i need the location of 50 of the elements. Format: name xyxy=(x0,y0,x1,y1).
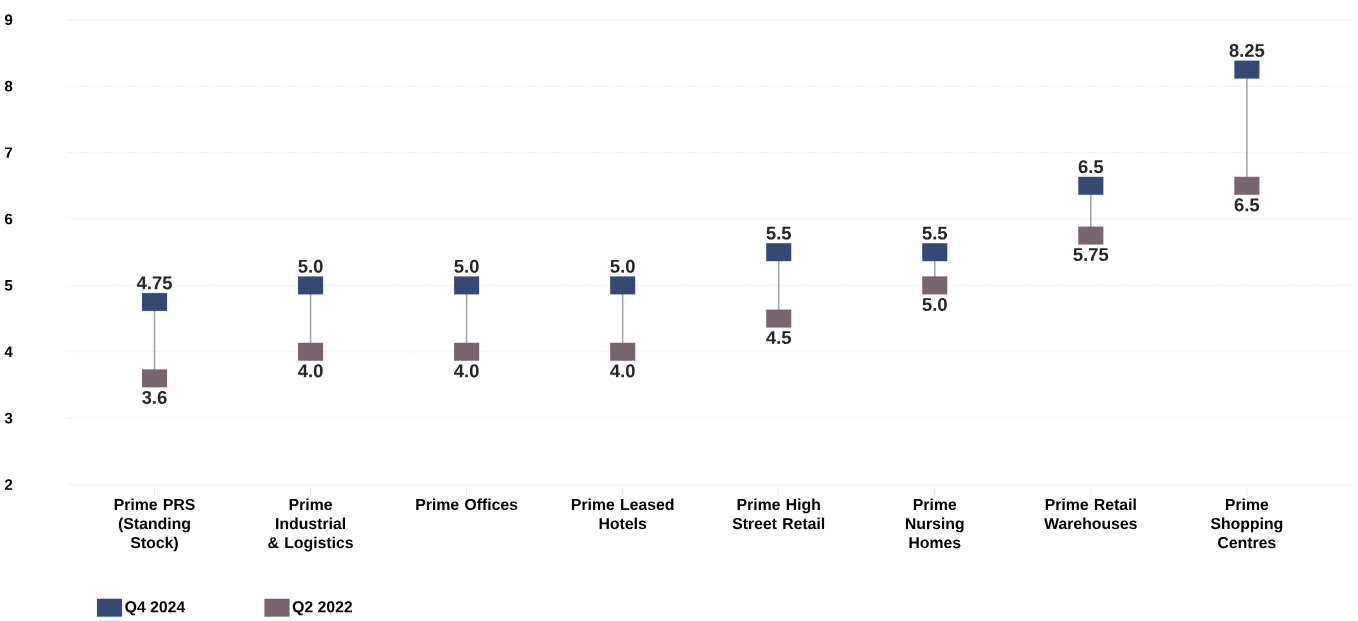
data-label: 8.25 xyxy=(1229,43,1265,57)
point xyxy=(298,276,324,295)
x-tick-label: Prime PRS (Standing Stock) xyxy=(114,498,195,552)
point xyxy=(1234,176,1260,195)
point xyxy=(454,342,480,361)
point xyxy=(1078,226,1104,245)
data-label: 4.0 xyxy=(610,364,635,378)
data-label: 6.5 xyxy=(1078,160,1104,174)
data-label: 5.0 xyxy=(922,297,947,311)
x-tick-label: Prime Leased Hotels xyxy=(571,498,674,529)
x-tick-label: Prime High Street Retail xyxy=(732,498,825,529)
y-tick-label: 3 xyxy=(4,412,13,424)
data-label: 5.75 xyxy=(1073,248,1109,261)
y-tick-label: 6 xyxy=(4,213,13,225)
y-tick-label: 5 xyxy=(4,279,13,291)
data-label: 4.75 xyxy=(136,276,172,290)
data-label: 5.0 xyxy=(298,259,323,273)
y-tick-label: 8 xyxy=(4,80,13,92)
point xyxy=(1078,176,1104,195)
point xyxy=(298,342,324,361)
point xyxy=(454,276,480,295)
point xyxy=(141,292,168,311)
y-tick-label: 4 xyxy=(4,346,13,357)
y-tick-label: 9 xyxy=(4,14,13,26)
data-label: 4.5 xyxy=(766,331,792,344)
point xyxy=(141,369,168,388)
x-tick-label: Prime Industrial & Logistics xyxy=(268,498,353,552)
data-label: 4.0 xyxy=(454,364,479,378)
data-label: 5.0 xyxy=(610,259,635,273)
point xyxy=(922,243,948,262)
y-tick-label: 7 xyxy=(5,147,13,158)
point xyxy=(1234,60,1260,79)
legend-label: Q4 2024 xyxy=(125,601,186,616)
data-label: 5.5 xyxy=(922,226,948,240)
x-tick-label: Prime Shopping Centres xyxy=(1210,498,1283,549)
point xyxy=(766,243,792,262)
data-label: 5.0 xyxy=(454,259,479,273)
data-label: 6.5 xyxy=(1234,198,1260,212)
point xyxy=(610,342,636,361)
point xyxy=(766,309,792,328)
point xyxy=(610,276,636,295)
point xyxy=(922,276,948,295)
data-label: 4.0 xyxy=(298,364,323,378)
data-label: 5.5 xyxy=(766,226,792,240)
x-tick-label: Prime Offices xyxy=(416,498,518,510)
y-tick-label: 2 xyxy=(4,479,13,490)
data-label: 3.6 xyxy=(142,390,167,404)
legend-label: Q2 2022 xyxy=(292,601,353,616)
x-tick-label: Prime Nursing Homes xyxy=(905,498,964,549)
x-tick-label: Prime Retail Warehouses xyxy=(1044,498,1137,529)
